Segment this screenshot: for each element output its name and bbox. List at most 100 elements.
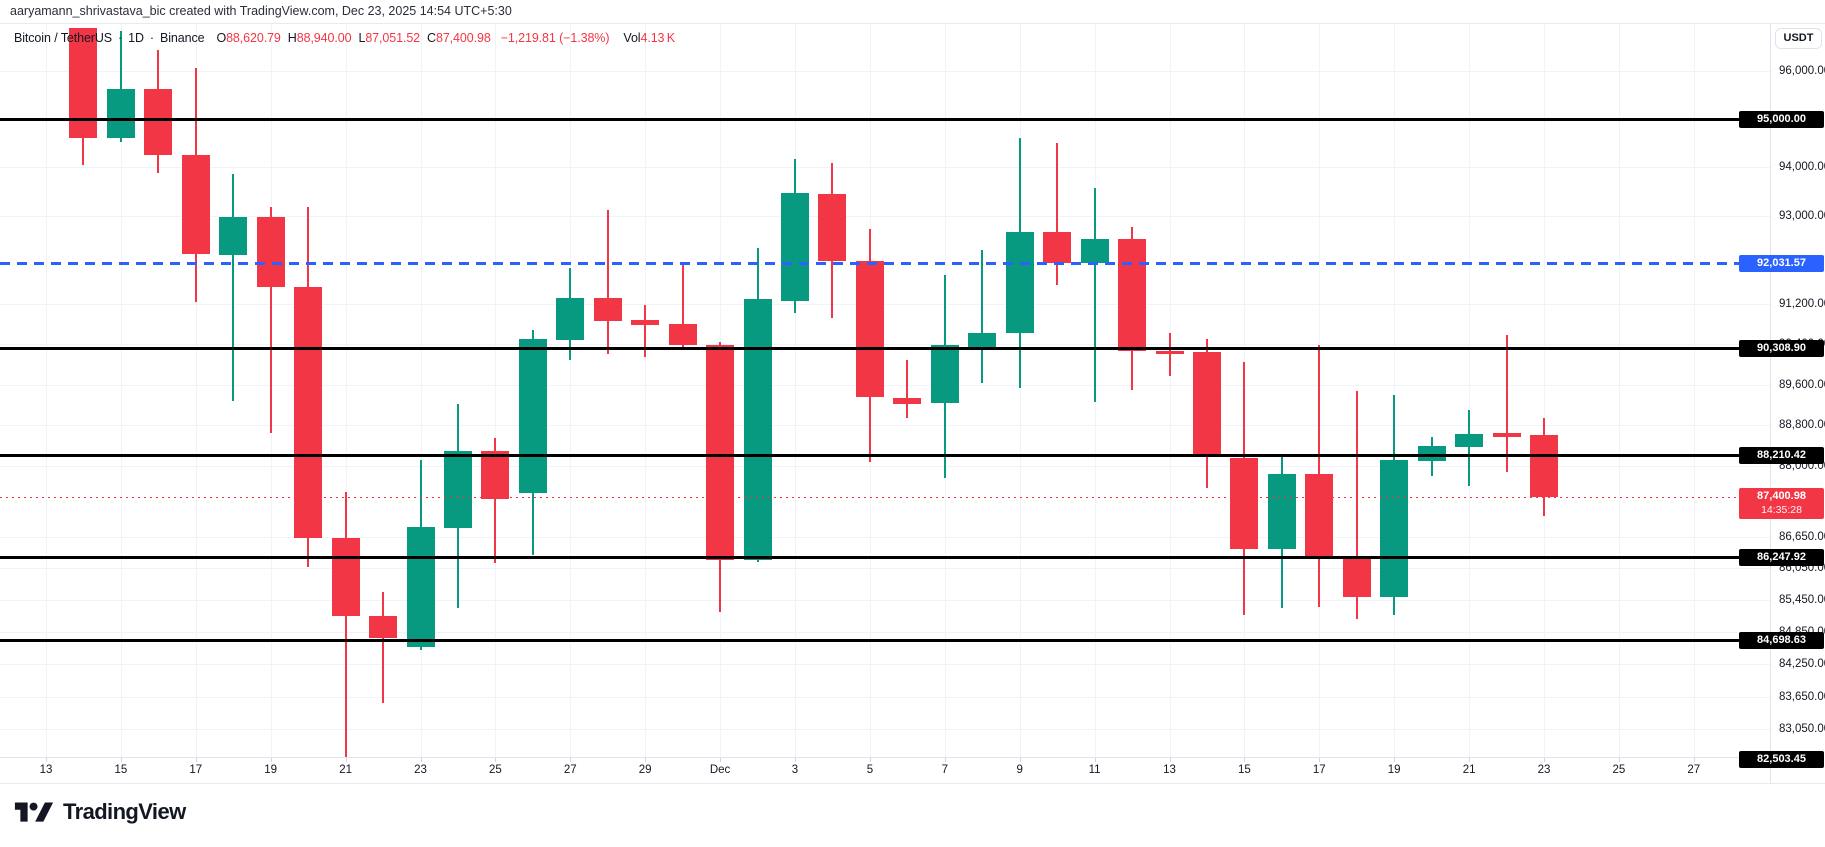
candle[interactable] bbox=[518, 329, 547, 555]
candle[interactable] bbox=[256, 206, 285, 433]
candle-wick bbox=[119, 30, 122, 142]
vertical-gridline bbox=[420, 24, 422, 757]
candle[interactable] bbox=[1118, 226, 1147, 390]
interval-label[interactable]: 1D bbox=[128, 31, 144, 45]
candle[interactable] bbox=[781, 158, 809, 313]
horizontal-price-line bbox=[0, 117, 1770, 121]
candle-body bbox=[1118, 239, 1147, 351]
candle[interactable] bbox=[743, 247, 772, 562]
change-value: −1,219.81 (−1.38%) bbox=[500, 31, 610, 45]
candle[interactable] bbox=[968, 249, 997, 383]
price-line-label[interactable]: 95,000.00 bbox=[1739, 110, 1824, 128]
attribution-bar: aaryamann_shrivastava_bic created with T… bbox=[0, 0, 1825, 24]
tradingview-logo[interactable]: TradingView bbox=[14, 799, 186, 825]
candle[interactable] bbox=[1230, 361, 1259, 615]
candle[interactable] bbox=[181, 68, 210, 302]
candle[interactable] bbox=[1305, 344, 1334, 607]
time-tickmark bbox=[1094, 758, 1096, 762]
time-tick-label: 15 bbox=[1237, 764, 1251, 776]
candle-wick bbox=[981, 249, 984, 383]
candle-body bbox=[1005, 231, 1034, 333]
candle[interactable] bbox=[1192, 338, 1221, 488]
tradingview-logo-icon bbox=[14, 800, 54, 825]
time-tickmark bbox=[869, 758, 871, 762]
candle[interactable] bbox=[1455, 410, 1484, 486]
price-tick-label: 86,650.00 bbox=[1779, 530, 1825, 543]
time-tick-label: 13 bbox=[1163, 764, 1176, 776]
candle-wick bbox=[1093, 187, 1096, 402]
candle[interactable] bbox=[1080, 187, 1109, 402]
price-line-label[interactable]: 84,698.63 bbox=[1739, 631, 1824, 649]
currency-toggle-button[interactable]: USDT bbox=[1775, 28, 1822, 49]
horizontal-gridline bbox=[0, 466, 1770, 468]
time-tickmark bbox=[195, 758, 197, 762]
candle[interactable] bbox=[1043, 142, 1072, 285]
candle-body bbox=[1492, 432, 1521, 437]
time-tickmark bbox=[1618, 758, 1620, 762]
price-tick-label: 89,600.00 bbox=[1779, 378, 1825, 391]
time-tickmark bbox=[1394, 758, 1396, 762]
candle[interactable] bbox=[106, 30, 135, 142]
candle[interactable] bbox=[855, 228, 884, 462]
candle-wick bbox=[1056, 142, 1059, 285]
price-axis[interactable]: USDT 96,000.00 94,000.00 93,000.00 91,200.0… bbox=[1770, 24, 1825, 783]
time-axis[interactable]: 13 15 17 19 21 23 25 27 29 Dec 3 5 7 9 11 13 15 17 19 21 23 2… bbox=[0, 757, 1770, 783]
vertical-gridline bbox=[1618, 24, 1620, 757]
candle[interactable] bbox=[930, 275, 959, 479]
time-tickmark bbox=[270, 758, 272, 762]
price-line-label[interactable]: 88,210.42 bbox=[1739, 447, 1824, 465]
candle[interactable] bbox=[144, 50, 173, 173]
candle[interactable] bbox=[668, 264, 697, 347]
candle[interactable] bbox=[1492, 334, 1521, 472]
candle[interactable] bbox=[443, 403, 472, 608]
horizontal-gridline bbox=[0, 536, 1770, 538]
price-line-label[interactable]: 82,503.45 bbox=[1739, 750, 1824, 768]
candle[interactable] bbox=[556, 268, 585, 360]
volume: Vol4.13 K bbox=[623, 31, 675, 45]
candle[interactable] bbox=[593, 210, 622, 354]
time-tick-label: 3 bbox=[791, 764, 799, 776]
time-tickmark bbox=[345, 758, 347, 762]
vertical-gridline bbox=[195, 24, 197, 757]
candle[interactable] bbox=[818, 163, 847, 318]
legend-separator: · bbox=[118, 31, 123, 45]
symbol-name[interactable]: Bitcoin / TetherUS bbox=[14, 31, 113, 45]
candle[interactable] bbox=[406, 459, 435, 650]
candle[interactable] bbox=[1267, 456, 1296, 609]
candle[interactable] bbox=[481, 438, 510, 564]
candle-body bbox=[1530, 434, 1558, 498]
vertical-gridline bbox=[1544, 24, 1545, 757]
candle-wick bbox=[644, 304, 647, 357]
candle-body bbox=[556, 297, 585, 340]
candle-wick bbox=[1355, 390, 1358, 619]
price-line-label[interactable]: 86,247.92 bbox=[1739, 549, 1824, 567]
candle[interactable] bbox=[1342, 390, 1371, 619]
last-price-label[interactable]: 87,400.98 14:35:28 bbox=[1739, 488, 1824, 519]
low-value: L87,051.52 bbox=[358, 31, 421, 45]
legend-separator: · bbox=[149, 31, 154, 45]
candle[interactable] bbox=[294, 207, 323, 567]
plot-area[interactable] bbox=[0, 24, 1770, 757]
bar-countdown: 14:35:28 bbox=[1761, 504, 1802, 516]
candle-wick bbox=[1168, 332, 1171, 377]
candle[interactable] bbox=[1155, 332, 1184, 377]
candle[interactable] bbox=[1380, 394, 1409, 615]
candle[interactable] bbox=[1530, 418, 1558, 516]
alert-price-label[interactable]: 92,031.57 bbox=[1739, 254, 1824, 272]
candle-body bbox=[443, 450, 472, 528]
candle[interactable] bbox=[706, 341, 735, 612]
horizontal-price-line bbox=[0, 556, 1770, 560]
candle[interactable] bbox=[369, 592, 398, 704]
candle[interactable] bbox=[219, 173, 248, 401]
candle-body bbox=[256, 217, 285, 287]
candle[interactable] bbox=[69, 28, 98, 166]
time-tickmark bbox=[1244, 758, 1246, 762]
candle-wick bbox=[1468, 410, 1471, 486]
candle-body bbox=[1080, 239, 1109, 264]
price-line-label[interactable]: 90,308.90 bbox=[1739, 340, 1824, 358]
candle[interactable] bbox=[331, 492, 360, 757]
vertical-gridline bbox=[46, 24, 47, 757]
candle[interactable] bbox=[893, 359, 922, 418]
candle[interactable] bbox=[631, 304, 660, 357]
